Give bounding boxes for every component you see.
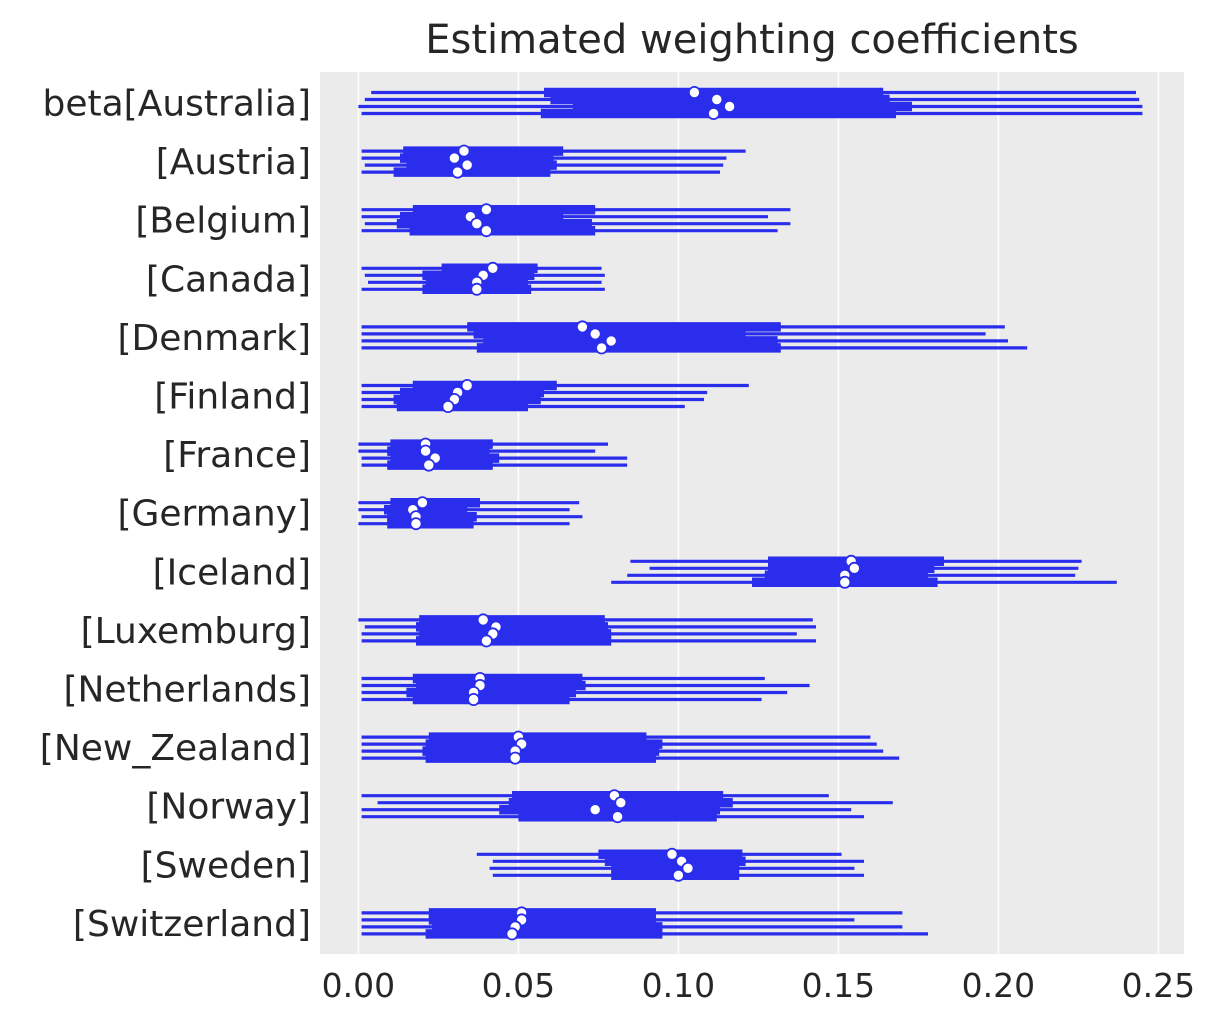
x-tick-label: 0.00 [322, 966, 395, 1005]
row-6 [358, 437, 628, 472]
row-14 [361, 906, 928, 941]
row-4 [361, 320, 1028, 355]
chart-title: Estimated weighting coefficients [425, 17, 1079, 63]
x-tick-label: 0.25 [1122, 966, 1195, 1005]
row-12 [361, 789, 893, 824]
median-point [415, 496, 429, 510]
row-2 [361, 203, 791, 238]
median-point [447, 151, 461, 165]
category-label: beta[Australia] [42, 84, 311, 125]
median-point [460, 158, 474, 172]
median-point [457, 144, 471, 158]
median-point [847, 561, 861, 575]
median-point [681, 861, 695, 875]
median-point [588, 327, 602, 341]
median-point [671, 868, 685, 882]
median-point [575, 320, 589, 334]
row-1 [361, 144, 746, 179]
category-label: [Belgium] [135, 201, 311, 242]
median-point [476, 613, 490, 627]
row-8 [611, 554, 1117, 589]
x-tick-label: 0.15 [802, 966, 875, 1005]
median-point [467, 693, 481, 707]
median-point [486, 261, 500, 275]
median-point [470, 217, 484, 231]
median-point [595, 341, 609, 355]
x-tick-label: 0.05 [482, 966, 555, 1005]
median-point [723, 100, 737, 114]
median-point [687, 86, 701, 100]
row-3 [361, 261, 605, 296]
median-point [505, 927, 519, 941]
row-5 [361, 378, 749, 413]
category-label: [Austria] [156, 142, 311, 183]
median-point [611, 810, 625, 824]
median-point [614, 796, 628, 810]
median-point [479, 224, 493, 238]
median-point [441, 399, 455, 413]
median-point [451, 165, 465, 179]
median-point [665, 847, 679, 861]
median-point [409, 517, 423, 531]
row-11 [361, 730, 900, 765]
median-point [479, 634, 493, 648]
category-label: [Netherlands] [63, 670, 311, 711]
category-label: [Switzerland] [73, 904, 311, 945]
category-label: [Finland] [154, 377, 311, 418]
category-label: [Iceland] [153, 552, 311, 593]
median-point [419, 444, 433, 458]
row-9 [358, 613, 816, 648]
median-point [838, 575, 852, 589]
row-0 [358, 86, 1143, 121]
category-label: [Norway] [146, 787, 311, 828]
median-point [604, 334, 618, 348]
category-label: [New_Zealand] [40, 728, 311, 769]
category-label: [France] [163, 435, 311, 476]
row-13 [476, 847, 864, 882]
row-10 [361, 672, 810, 707]
row-7 [358, 496, 583, 531]
category-label: [Sweden] [141, 845, 311, 886]
x-tick-label: 0.20 [962, 966, 1035, 1005]
x-tick-label: 0.10 [642, 966, 715, 1005]
median-point [508, 751, 522, 765]
median-point [710, 93, 724, 107]
chart-marks [358, 86, 1143, 941]
median-point [460, 378, 474, 392]
category-label: [Germany] [117, 494, 311, 535]
median-point [422, 458, 436, 472]
x-tick-labels: 0.00 0.05 0.10 0.15 0.20 0.25 [322, 966, 1195, 1005]
category-labels: beta[Australia] [Austria] [Belgium] [Canada… [40, 84, 311, 945]
median-point [479, 203, 493, 217]
category-label: [Canada] [146, 259, 311, 300]
median-point [588, 803, 602, 817]
category-label: [Denmark] [117, 318, 311, 359]
category-label: [Luxemburg] [81, 611, 311, 652]
median-point [470, 282, 484, 296]
median-point [707, 107, 721, 121]
